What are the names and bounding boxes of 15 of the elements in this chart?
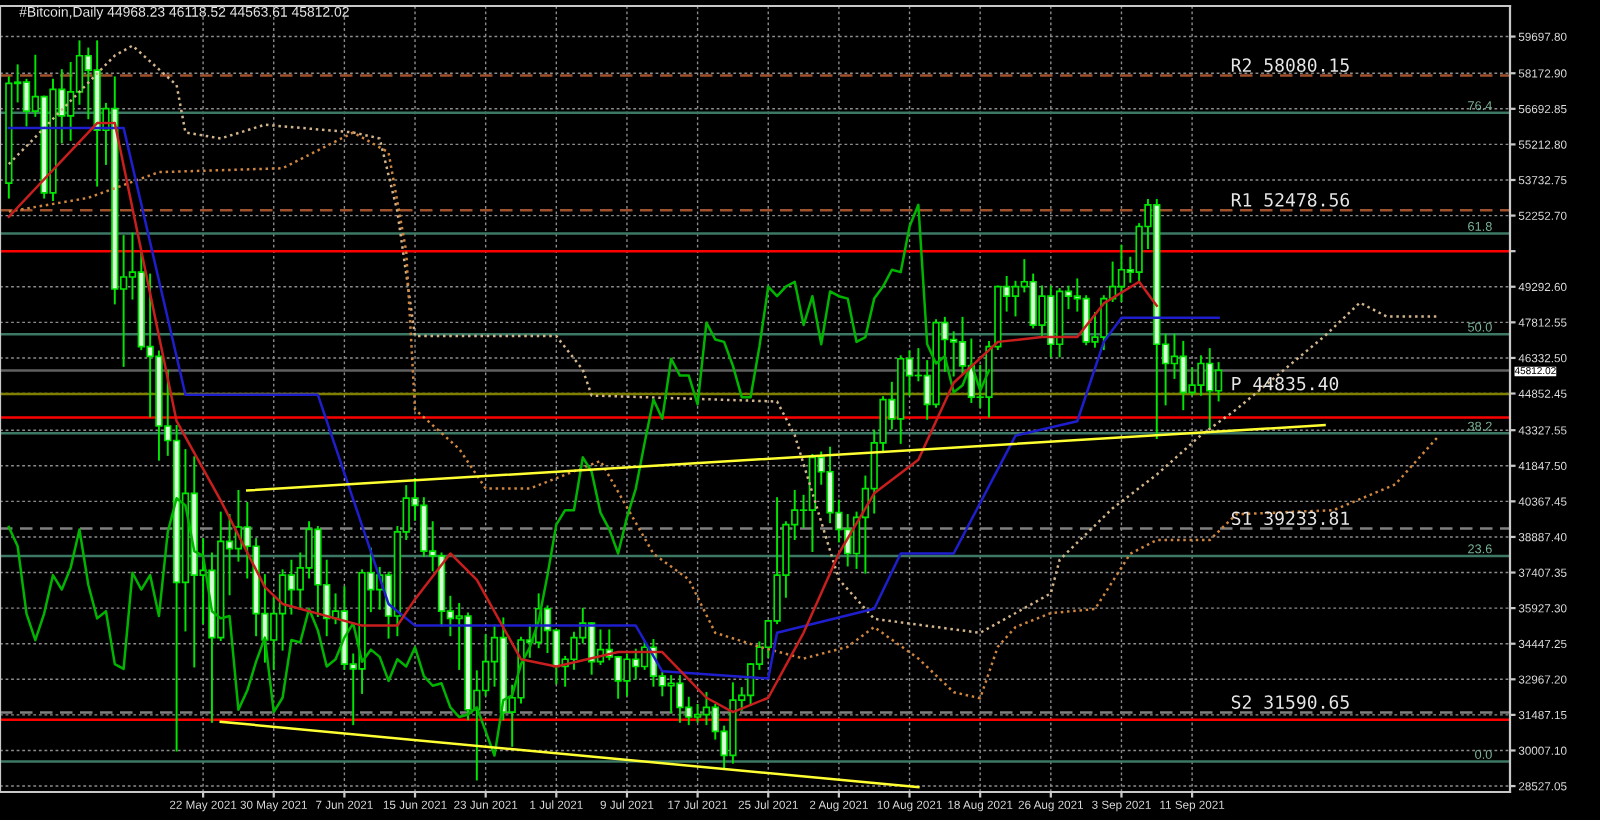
ref-line-label: S2 31590.65 [1231, 695, 1349, 709]
ref-line-label: P 44835.40 [1232, 376, 1339, 391]
candlestick [693, 703, 702, 723]
candlestick [1011, 280, 1020, 317]
candlestick [287, 559, 296, 615]
candlestick [66, 61, 75, 141]
candlestick [702, 691, 711, 726]
candlestick [1214, 362, 1223, 402]
ref-line-label: R1 52478.56 [1231, 193, 1350, 207]
candlestick [22, 78, 31, 127]
candlestick [1117, 244, 1126, 302]
ref-line-label: R2 58080.15 [1231, 58, 1349, 72]
line-series [7, 203, 991, 757]
line-series [7, 44, 1441, 635]
ref-line-label: S1 39233.81 [1231, 511, 1349, 526]
